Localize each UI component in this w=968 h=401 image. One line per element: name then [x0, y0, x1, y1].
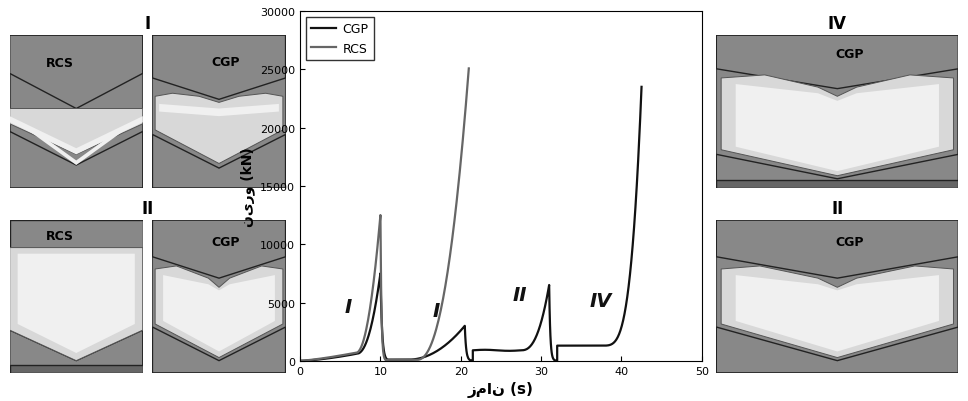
FancyBboxPatch shape	[153, 221, 286, 373]
CGP	[636, 85, 648, 90]
Legend: CGP, RCS: CGP, RCS	[306, 18, 374, 61]
Polygon shape	[10, 117, 143, 155]
Text: I: I	[144, 15, 151, 33]
Polygon shape	[716, 221, 958, 278]
CGP	[338, 354, 349, 358]
Polygon shape	[10, 132, 143, 188]
RCS	[294, 358, 306, 363]
RCS	[463, 67, 474, 72]
FancyBboxPatch shape	[716, 36, 958, 188]
Text: CGP: CGP	[211, 55, 240, 69]
RCS	[446, 237, 458, 242]
CGP	[368, 313, 379, 318]
Polygon shape	[153, 221, 286, 278]
CGP	[461, 351, 472, 356]
Line: RCS: RCS	[300, 69, 469, 361]
FancyBboxPatch shape	[10, 36, 143, 188]
Polygon shape	[159, 105, 279, 117]
Polygon shape	[10, 330, 143, 373]
Polygon shape	[721, 266, 953, 358]
RCS	[296, 358, 308, 363]
Text: CGP: CGP	[835, 48, 863, 61]
FancyBboxPatch shape	[10, 365, 143, 373]
RCS	[345, 351, 356, 356]
Polygon shape	[721, 76, 953, 176]
Polygon shape	[736, 85, 939, 172]
Polygon shape	[153, 36, 286, 100]
Y-axis label: نیرو (kN): نیرو (kN)	[240, 147, 255, 226]
FancyBboxPatch shape	[716, 181, 958, 188]
Text: RCS: RCS	[46, 229, 75, 242]
RCS	[378, 352, 389, 356]
FancyBboxPatch shape	[716, 221, 958, 373]
Polygon shape	[153, 135, 286, 188]
Text: IV: IV	[828, 15, 847, 33]
X-axis label: زمان (s): زمان (s)	[468, 381, 534, 397]
CGP	[548, 357, 560, 362]
Polygon shape	[17, 254, 135, 353]
Text: CGP: CGP	[835, 235, 863, 248]
FancyBboxPatch shape	[153, 36, 286, 188]
Text: II: II	[141, 200, 154, 217]
Polygon shape	[716, 36, 958, 89]
Text: I: I	[433, 302, 439, 321]
CGP	[430, 350, 441, 354]
RCS	[379, 357, 391, 362]
Polygon shape	[10, 248, 143, 361]
Polygon shape	[10, 36, 143, 109]
RCS	[438, 297, 449, 302]
Polygon shape	[716, 327, 958, 373]
Text: IV: IV	[590, 291, 612, 310]
Text: CGP: CGP	[211, 235, 240, 248]
Polygon shape	[736, 275, 939, 352]
Polygon shape	[30, 128, 123, 166]
Line: CGP: CGP	[300, 88, 642, 361]
Text: I: I	[345, 297, 351, 316]
Text: II: II	[832, 200, 843, 217]
Polygon shape	[163, 275, 275, 352]
Polygon shape	[153, 327, 286, 373]
Text: RCS: RCS	[46, 57, 75, 70]
CGP	[323, 356, 335, 361]
Polygon shape	[716, 155, 958, 188]
Text: II: II	[513, 286, 528, 304]
FancyBboxPatch shape	[10, 221, 143, 373]
CGP	[294, 358, 306, 363]
Polygon shape	[155, 266, 283, 358]
Polygon shape	[155, 94, 283, 164]
FancyBboxPatch shape	[10, 221, 143, 248]
Polygon shape	[10, 109, 143, 155]
